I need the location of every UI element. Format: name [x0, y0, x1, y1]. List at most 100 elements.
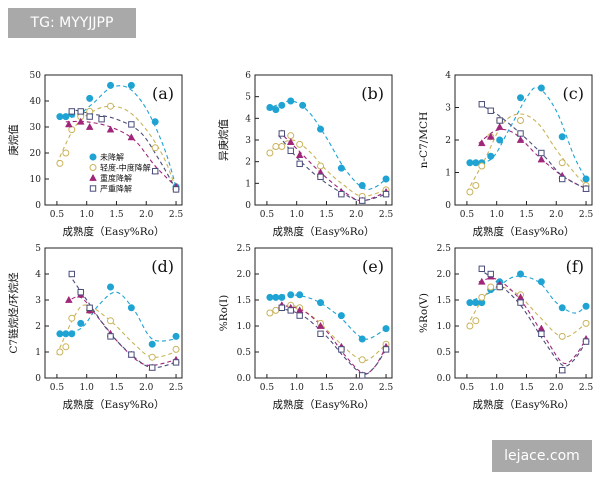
data-point-light_medium	[68, 314, 76, 322]
y-tick-label: 0.0	[437, 374, 452, 384]
y-tick-label: 0	[445, 201, 451, 211]
y-tick-label: 0	[35, 374, 41, 384]
data-point-severe	[172, 186, 180, 193]
data-point-light_medium	[466, 322, 474, 330]
data-point-light_medium	[107, 102, 115, 110]
data-point-light_medium	[582, 319, 590, 327]
panel-5: 0.5 1.0 1.5 2.0 2.5 0.0 0.5 1.0 1.5 2.0 2.5 (f) 成熟度（…	[418, 244, 593, 411]
panel-label: (f)	[566, 257, 584, 276]
x-axis-label: 成熟度（Easy%Ro）	[273, 398, 375, 411]
data-point-severe	[278, 304, 286, 312]
data-point-heavy	[295, 151, 304, 159]
data-point-severe	[359, 197, 366, 204]
data-point-untreated	[299, 101, 307, 109]
data-point-severe	[68, 270, 76, 278]
data-point-untreated	[287, 97, 295, 105]
x-tick-label: 0.5	[50, 383, 65, 393]
data-point-severe	[496, 283, 503, 291]
data-point-light_medium	[358, 356, 366, 364]
data-point-light_medium	[478, 162, 486, 170]
legend-marker-untreated	[89, 153, 97, 161]
data-point-severe	[487, 270, 494, 278]
data-point-heavy	[537, 324, 546, 332]
y-axis-label: %Ro(I)	[218, 295, 230, 332]
data-point-untreated	[278, 293, 286, 301]
y-tick-label: 30	[30, 123, 42, 133]
y-axis-label: n-C7/MCH	[418, 112, 430, 169]
data-point-heavy	[286, 138, 295, 146]
y-tick-label: 1.0	[237, 322, 252, 332]
y-tick-label: 3	[35, 296, 41, 306]
legend-marker-light_medium	[89, 164, 97, 171]
data-point-severe	[98, 116, 105, 123]
data-point-untreated	[278, 101, 286, 109]
data-point-untreated	[266, 293, 274, 301]
data-point-light_medium	[56, 159, 64, 167]
trend-line-light_medium	[266, 139, 387, 197]
data-point-severe	[287, 147, 294, 155]
data-point-severe	[68, 108, 76, 115]
y-axis-label: 异庚烷值	[217, 119, 230, 161]
data-point-untreated	[517, 270, 525, 278]
x-tick-label: 2.0	[549, 383, 564, 393]
y-tick-label: 0.5	[437, 348, 452, 358]
data-point-light_medium	[558, 332, 566, 340]
trend-line-heavy	[65, 296, 177, 366]
trend-line-untreated	[266, 294, 387, 340]
data-point-severe	[496, 117, 503, 124]
y-tick-label: 2.5	[237, 244, 252, 254]
x-tick-label: 2.5	[379, 383, 394, 393]
data-point-light_medium	[517, 117, 525, 124]
data-point-severe	[582, 338, 590, 345]
panel-4: 0.5 1.0 1.5 2.0 2.5 0.0 0.5 1.0 1.5 2.0 2.5 (e) 成熟度（…	[218, 244, 393, 411]
data-point-heavy	[316, 321, 325, 329]
x-tick-label: 2.0	[349, 210, 364, 220]
trend-line-severe	[278, 307, 387, 375]
x-tick-label: 1.0	[290, 210, 305, 220]
data-point-untreated	[537, 278, 545, 286]
y-tick-label: 2	[445, 136, 451, 146]
data-point-severe	[338, 346, 345, 353]
y-axis-label: C7链烷烃/环烷烃	[7, 272, 20, 354]
x-tick-label: 0.5	[460, 383, 475, 393]
data-point-untreated	[487, 152, 495, 160]
data-point-severe	[128, 121, 135, 128]
x-tick-label: 2.0	[549, 210, 564, 220]
trend-line-severe	[278, 135, 387, 202]
panel-label: (b)	[361, 84, 384, 103]
data-point-heavy	[516, 135, 525, 143]
data-point-severe	[559, 367, 566, 374]
y-tick-label: 2.0	[437, 270, 452, 280]
panel-0: 0.5 1.0 1.5 2.0 2.5 0 10 20 30 40 50 (a) 成熟度（Easy%Ro…	[7, 71, 183, 238]
plot-frame	[254, 247, 393, 379]
legend-marker-severe	[89, 185, 97, 192]
x-tick-label: 2.0	[139, 210, 154, 220]
data-point-severe	[382, 190, 390, 198]
data-point-severe	[317, 173, 324, 181]
trend-line-light_medium	[466, 113, 587, 193]
x-tick-label: 0.5	[260, 383, 275, 393]
legend-marker-heavy	[89, 173, 97, 181]
data-point-light_medium	[487, 283, 495, 291]
data-point-severe	[382, 346, 390, 353]
y-tick-label: 0	[35, 201, 41, 211]
data-point-severe	[359, 372, 366, 379]
data-point-untreated	[151, 118, 159, 126]
y-tick-label: 3	[245, 136, 251, 146]
x-tick-label: 2.5	[379, 210, 394, 220]
y-tick-label: 4	[445, 71, 451, 81]
trend-line-light_medium	[466, 286, 587, 338]
data-point-severe	[86, 304, 93, 312]
data-point-light_medium	[272, 143, 280, 150]
data-point-untreated	[472, 159, 480, 167]
data-point-heavy	[486, 132, 495, 140]
watermark-bottom-right: lejace.com	[492, 440, 592, 472]
data-point-untreated	[382, 325, 390, 333]
data-point-severe	[487, 107, 494, 114]
data-point-untreated	[296, 291, 304, 299]
x-tick-label: 1.5	[319, 383, 334, 393]
trend-line-untreated	[466, 86, 587, 180]
panel-label: (e)	[362, 257, 384, 276]
x-tick-label: 2.5	[169, 383, 184, 393]
x-axis-label: 成熟度（Easy%Ro）	[63, 398, 165, 411]
